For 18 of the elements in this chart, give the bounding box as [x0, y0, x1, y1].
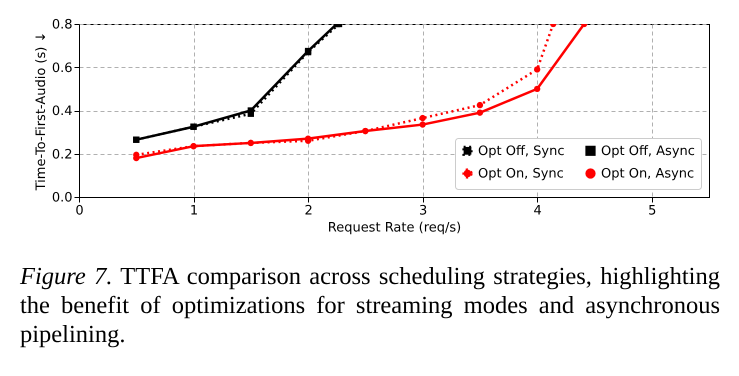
caption: Figure 7. TTFA comparison across scheduling strategies, highlighting the benefit of optimizations for streaming modes and asynchronous pipelining. — [20, 262, 720, 349]
x-tick-label: 2 — [304, 204, 313, 218]
y-tick-label: 0.2 — [52, 147, 72, 162]
x-tick-label: 4 — [534, 204, 542, 218]
legend-label: Opt On, Sync — [478, 166, 564, 182]
x-tick-label: 0 — [75, 204, 84, 218]
legend-label: Opt Off, Sync — [478, 144, 564, 159]
x-tick-label: 5 — [648, 204, 656, 218]
legend-label: Opt On, Async — [601, 166, 694, 182]
y-tick-label: 0.4 — [52, 104, 72, 119]
y-tick-label: 0.8 — [52, 18, 72, 32]
y-tick-label: 0.0 — [52, 190, 72, 206]
y-tick-label: 0.6 — [52, 60, 72, 76]
x-axis-title: Request Rate (req/s) — [328, 220, 462, 236]
y-axis-title: Time-To-First-Audio (s) ↓ — [34, 32, 49, 192]
x-tick-label: 3 — [418, 204, 428, 218]
legend-label: Opt Off, Async — [601, 144, 695, 159]
x-tick-label: 1 — [190, 204, 198, 218]
